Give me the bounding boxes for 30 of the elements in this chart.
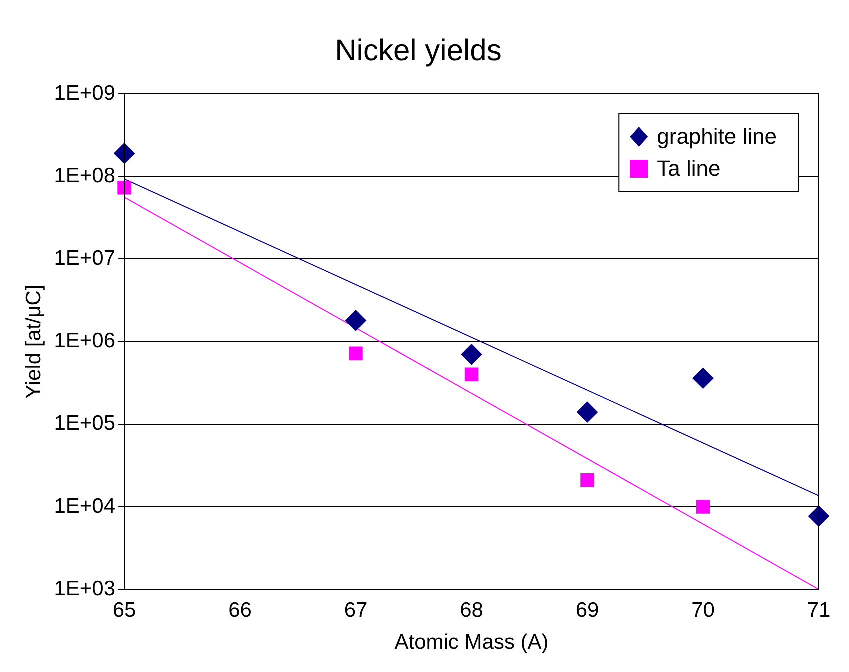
x-tick-label: 69 [576, 598, 600, 622]
point [349, 346, 363, 360]
y-tick-label: 1E+07 [54, 246, 116, 270]
point [118, 181, 132, 195]
point [692, 368, 714, 389]
y-tick-label: 1E+08 [54, 164, 116, 188]
point [461, 344, 482, 366]
x-tick-label: 68 [460, 598, 484, 622]
y-tick-label: 1E+03 [54, 577, 116, 600]
legend-label: Ta line [657, 156, 721, 182]
legend-label: graphite line [657, 124, 778, 150]
y-tick-label: 1E+06 [54, 330, 116, 353]
point [464, 368, 479, 382]
point [577, 402, 598, 423]
x-axis-title: Atomic Mass (A) [394, 631, 549, 654]
y-tick-label: 1E+05 [54, 412, 116, 436]
x-tick-label: 70 [692, 598, 715, 622]
y-tick-label: 1E+09 [54, 82, 116, 105]
x-tick-label: 71 [807, 598, 831, 622]
y-tick-label: 1E+04 [54, 494, 116, 518]
x-tick-label: 67 [344, 598, 368, 622]
x-tick-label: 65 [112, 598, 136, 622]
point [580, 474, 594, 488]
point [346, 310, 367, 332]
x-tick-label: 66 [228, 598, 252, 622]
point [114, 143, 136, 164]
y-axis-title: Yield [at/μC] [22, 284, 46, 399]
point [808, 506, 830, 527]
point [696, 500, 710, 514]
chart-title: Nickel yields [335, 34, 502, 68]
